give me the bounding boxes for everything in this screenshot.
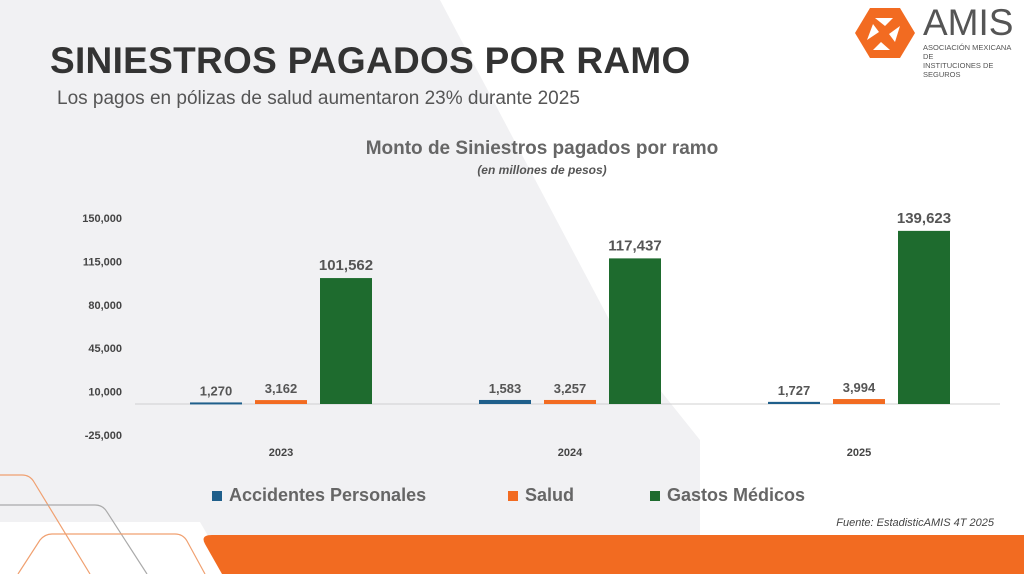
- bar-accidentes-personales-2023: [190, 402, 242, 405]
- legend-item-gastos-medicos: Gastos Médicos: [650, 485, 805, 506]
- background-white-shape: [440, 0, 1024, 574]
- legend-item-salud: Salud: [508, 485, 574, 506]
- legend-swatch: [650, 490, 660, 501]
- bar-salud-2024: [544, 399, 596, 404]
- legend-item-accidentes: Accidentes Personales: [212, 485, 426, 506]
- data-label: 101,562: [319, 257, 373, 274]
- logo-subtitle: ASOCIACIÓN MEXICANA DE INSTITUCIONES DE S…: [923, 43, 1011, 79]
- legend-swatch: [212, 490, 222, 501]
- x-tick-label: 2025: [847, 447, 871, 459]
- data-label: 3,162: [265, 381, 298, 396]
- data-label: 3,257: [554, 381, 587, 396]
- y-tick-label: 115,000: [83, 256, 122, 268]
- bar-salud-2025: [833, 399, 885, 404]
- data-label: 139,623: [897, 210, 951, 227]
- x-tick-label: 2024: [558, 447, 583, 459]
- bar-gastos-médicos-2023: [320, 278, 372, 404]
- bar-gastos-médicos-2025: [898, 230, 950, 404]
- x-tick-label: 2023: [269, 447, 293, 459]
- data-label: 1,270: [200, 383, 233, 398]
- y-tick-label: 10,000: [88, 387, 122, 399]
- bar-accidentes-personales-2024: [479, 399, 531, 404]
- footer-orange-bar: [203, 535, 1024, 574]
- chart-title: Monto de Siniestros pagados por ramo: [365, 138, 719, 159]
- y-tick-label: 80,000: [88, 300, 122, 312]
- y-tick-label: 150,000: [82, 213, 122, 225]
- y-tick-label: 45,000: [88, 343, 122, 355]
- logo-name: AMIS: [923, 2, 1014, 43]
- chart-subtitle: (en millones de pesos): [477, 163, 607, 177]
- y-tick-label: -25,000: [85, 430, 122, 442]
- page-title: SINIESTROS PAGADOS POR RAMO: [50, 40, 691, 81]
- page-subtitle: Los pagos en pólizas de salud aumentaron…: [57, 88, 580, 109]
- legend-swatch: [508, 490, 518, 501]
- source-note: Fuente: EstadisticAMIS 4T 2025: [836, 517, 994, 529]
- amis-logo-icon: [855, 8, 915, 58]
- bar-gastos-médicos-2024: [609, 258, 661, 404]
- data-label: 1,583: [489, 381, 522, 396]
- data-label: 117,437: [608, 237, 661, 254]
- amis-logo: AMIS ASOCIACIÓN MEXICANA DE INSTITUCIONES…: [855, 2, 1015, 79]
- bar-salud-2023: [255, 400, 307, 404]
- data-label: 1,727: [778, 383, 811, 398]
- data-label: 3,994: [843, 380, 876, 395]
- bar-accidentes-personales-2025: [768, 401, 820, 404]
